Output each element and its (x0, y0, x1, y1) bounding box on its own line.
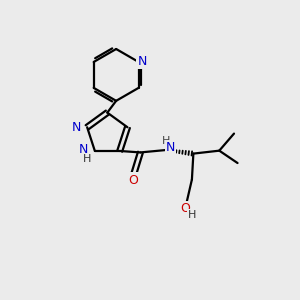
Text: N: N (166, 141, 175, 154)
Text: H: H (188, 210, 196, 220)
Text: H: H (82, 154, 91, 164)
Text: N: N (71, 121, 81, 134)
Text: H: H (162, 136, 170, 146)
Text: O: O (128, 174, 138, 187)
Text: N: N (137, 55, 147, 68)
Text: O: O (180, 202, 190, 215)
Text: N: N (79, 143, 88, 156)
